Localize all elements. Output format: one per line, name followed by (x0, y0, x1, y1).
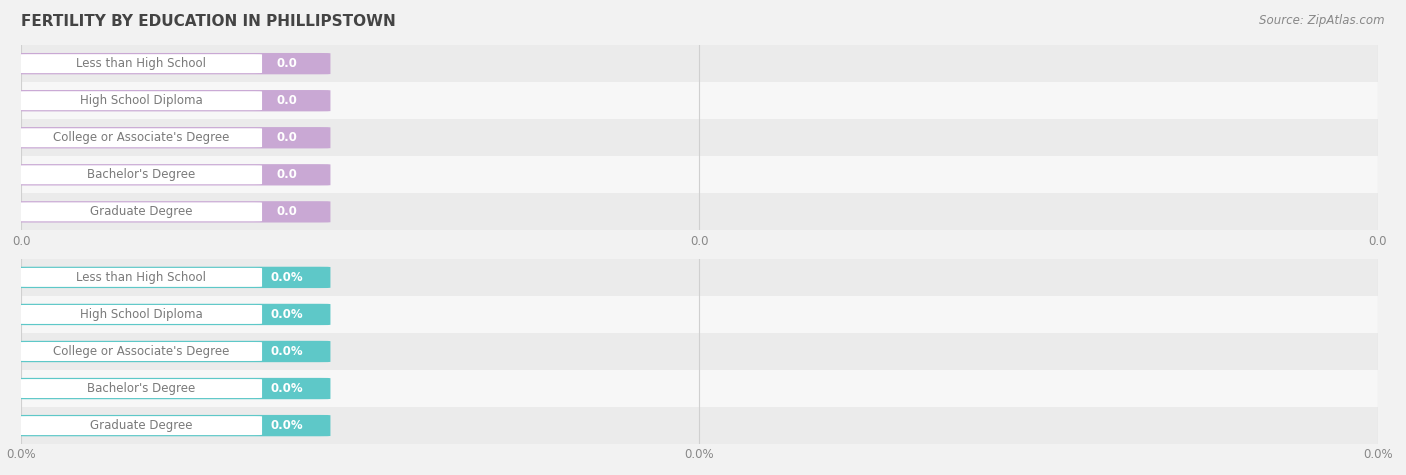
Bar (21, 45, 1378, 82)
FancyBboxPatch shape (20, 54, 262, 73)
Text: Less than High School: Less than High School (76, 271, 205, 284)
Bar (21, 333, 1378, 370)
FancyBboxPatch shape (14, 378, 330, 399)
Text: 0.0: 0.0 (277, 168, 297, 181)
FancyBboxPatch shape (14, 201, 330, 222)
Text: 0.0: 0.0 (277, 205, 297, 218)
Text: 0.0%: 0.0% (270, 271, 304, 284)
Text: Source: ZipAtlas.com: Source: ZipAtlas.com (1260, 14, 1385, 27)
Bar (21, 193, 1378, 230)
Text: Less than High School: Less than High School (76, 57, 205, 70)
Bar (21, 82, 1378, 119)
Text: College or Associate's Degree: College or Associate's Degree (52, 131, 229, 144)
Text: 0.0: 0.0 (277, 57, 297, 70)
Text: 0.0%: 0.0% (270, 419, 304, 432)
Text: 0.0%: 0.0% (270, 308, 304, 321)
FancyBboxPatch shape (14, 267, 330, 288)
Bar (21, 407, 1378, 444)
Text: Bachelor's Degree: Bachelor's Degree (87, 168, 195, 181)
FancyBboxPatch shape (20, 416, 262, 435)
FancyBboxPatch shape (20, 268, 262, 287)
FancyBboxPatch shape (20, 202, 262, 221)
Bar (21, 296, 1378, 333)
FancyBboxPatch shape (14, 415, 330, 436)
Bar (21, 259, 1378, 296)
FancyBboxPatch shape (14, 90, 330, 111)
FancyBboxPatch shape (14, 53, 330, 74)
Text: 0.0: 0.0 (277, 131, 297, 144)
FancyBboxPatch shape (20, 305, 262, 324)
Text: College or Associate's Degree: College or Associate's Degree (52, 345, 229, 358)
Text: FERTILITY BY EDUCATION IN PHILLIPSTOWN: FERTILITY BY EDUCATION IN PHILLIPSTOWN (21, 14, 396, 29)
FancyBboxPatch shape (20, 91, 262, 110)
FancyBboxPatch shape (14, 304, 330, 325)
FancyBboxPatch shape (14, 127, 330, 148)
Text: Graduate Degree: Graduate Degree (90, 205, 193, 218)
Bar (21, 370, 1378, 407)
Text: High School Diploma: High School Diploma (80, 308, 202, 321)
FancyBboxPatch shape (20, 379, 262, 398)
Text: High School Diploma: High School Diploma (80, 94, 202, 107)
FancyBboxPatch shape (14, 341, 330, 362)
Text: Bachelor's Degree: Bachelor's Degree (87, 382, 195, 395)
FancyBboxPatch shape (14, 164, 330, 185)
FancyBboxPatch shape (20, 128, 262, 147)
Text: 0.0%: 0.0% (270, 345, 304, 358)
Text: 0.0: 0.0 (277, 94, 297, 107)
Bar (21, 156, 1378, 193)
Text: Graduate Degree: Graduate Degree (90, 419, 193, 432)
FancyBboxPatch shape (20, 165, 262, 184)
Text: 0.0%: 0.0% (270, 382, 304, 395)
Bar (21, 119, 1378, 156)
FancyBboxPatch shape (20, 342, 262, 361)
